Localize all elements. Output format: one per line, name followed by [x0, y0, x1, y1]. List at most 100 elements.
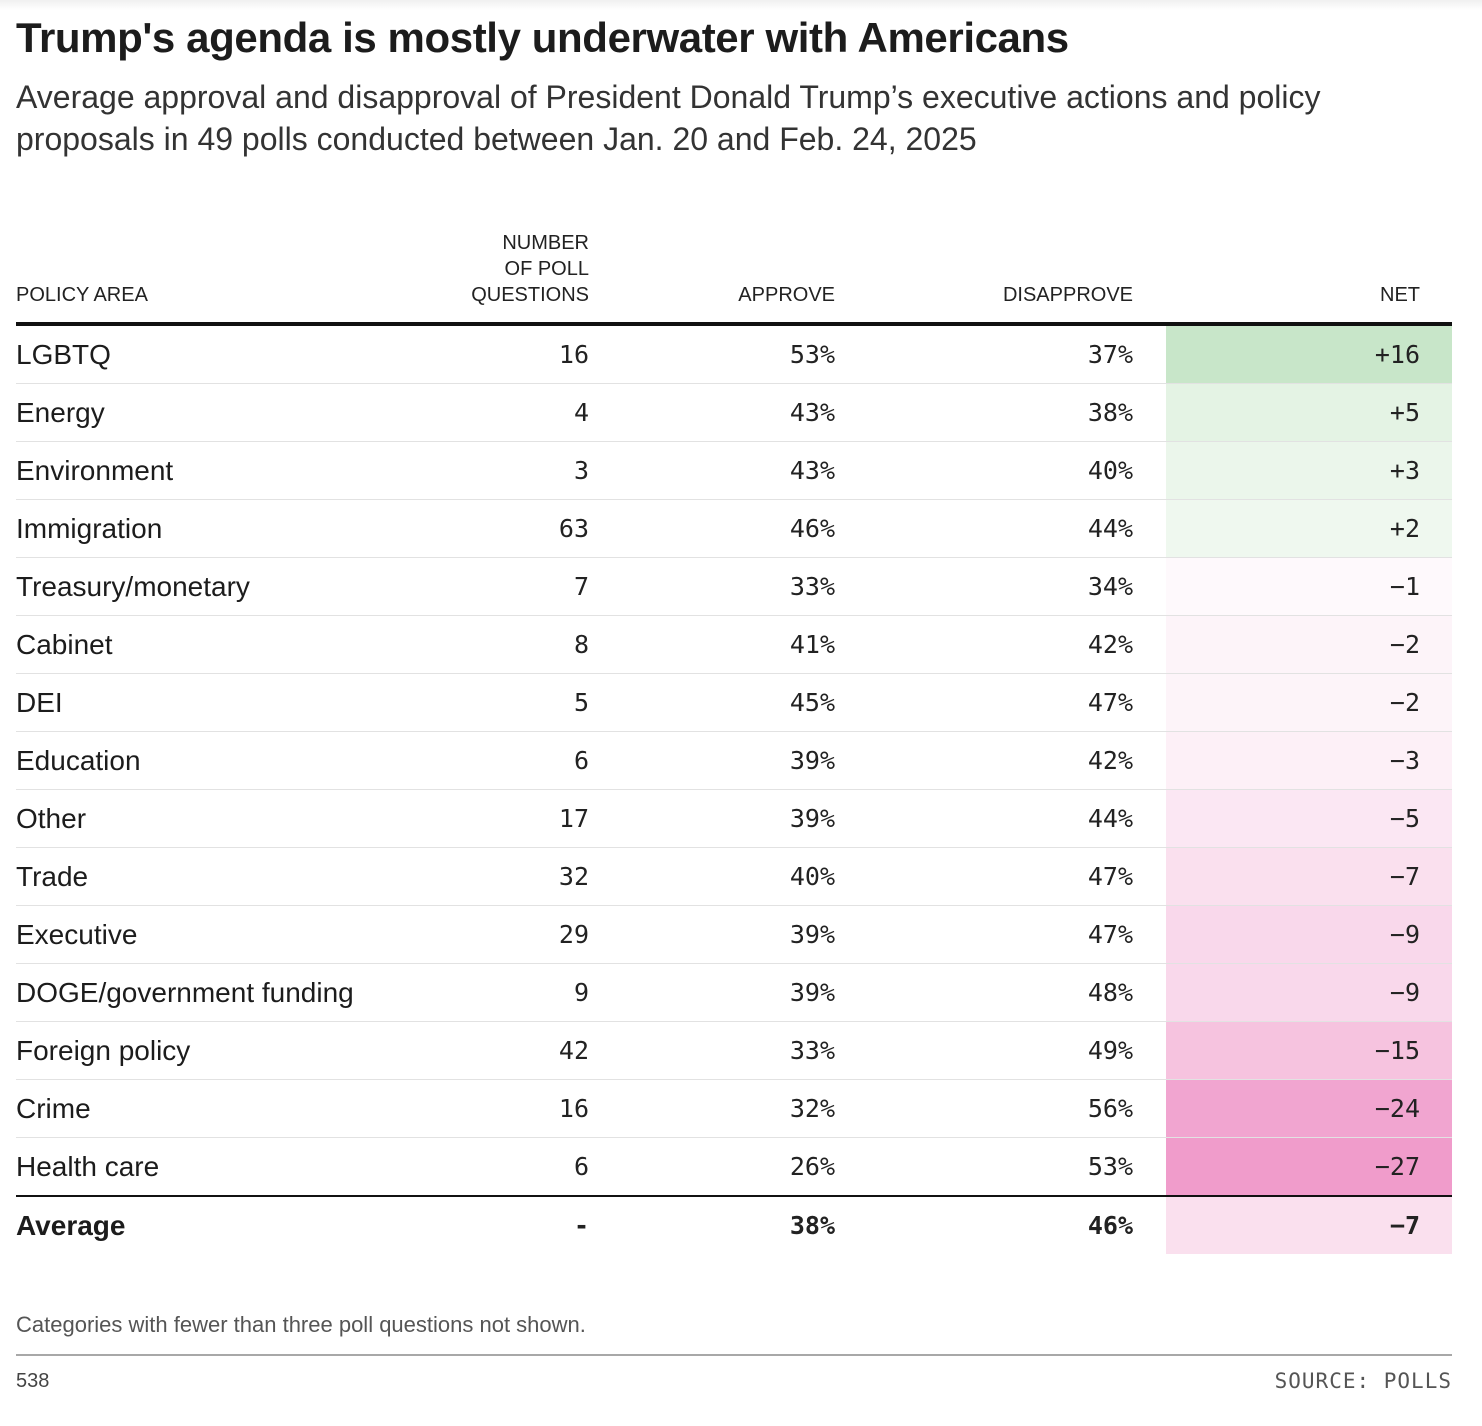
questions-cell: 42 — [406, 1021, 589, 1080]
approve-cell: 39% — [589, 789, 835, 848]
questions-cell: 32 — [406, 847, 589, 906]
spacer-cell — [1133, 383, 1166, 442]
table-row: Health care 6 26% 53% −27 — [16, 1137, 1452, 1197]
chart-subtitle: Average approval and disapproval of Pres… — [16, 79, 1321, 157]
approve-cell: 26% — [789, 1152, 835, 1181]
spacer-cell — [1133, 731, 1166, 790]
approve-cell: 40% — [589, 847, 835, 906]
questions-cell: 6 — [406, 731, 589, 790]
disapprove-cell: 56% — [835, 1079, 1133, 1138]
questions-cell: 9 — [406, 963, 589, 1022]
average-approve: 38% — [589, 1195, 835, 1254]
net-cell: −9 — [1166, 963, 1452, 1022]
policy-area-cell: Environment — [16, 441, 406, 500]
table-row: Treasury/monetary 7 33% 34% −1 — [16, 557, 1452, 616]
spacer-cell — [1133, 324, 1166, 384]
table-row: Education 6 39% 42% −3 — [16, 731, 1452, 790]
questions-cell: 16 — [406, 1079, 589, 1138]
questions-cell: 4 — [406, 383, 589, 442]
policy-area-cell: Cabinet — [16, 615, 406, 674]
approve-cell: 39% — [589, 731, 835, 790]
table-row: Foreign policy 42 33% 49% −15 — [16, 1021, 1452, 1080]
header-questions-line3: QUESTIONS — [471, 284, 589, 306]
net-cell: −3 — [1166, 731, 1452, 790]
disapprove-cell: 34% — [835, 557, 1133, 616]
table-header-row: POLICY AREA NUMBER OF POLL QUESTIONS APP… — [16, 230, 1452, 326]
disapprove-cell: 38% — [835, 383, 1133, 442]
questions-cell: 6 — [573, 1152, 589, 1181]
spacer-cell — [1133, 615, 1166, 674]
poll-table: POLICY AREA NUMBER OF POLL QUESTIONS APP… — [16, 230, 1452, 1254]
questions-cell: 63 — [406, 499, 589, 558]
spacer-cell — [1133, 673, 1166, 732]
policy-area-cell: Trade — [16, 847, 406, 906]
policy-area-cell: Executive — [16, 905, 406, 964]
disapprove-cell: 47% — [835, 673, 1133, 732]
disapprove-cell: 44% — [835, 499, 1133, 558]
source-label: SOURCE: POLLS — [1274, 1369, 1452, 1393]
table-row: Energy 4 43% 38% +5 — [16, 383, 1452, 442]
approve-cell: 39% — [589, 963, 835, 1022]
approve-cell: 53% — [589, 324, 835, 384]
net-cell: −15 — [1166, 1021, 1452, 1080]
chart-title: Trump's agenda is mostly underwater with… — [16, 14, 1069, 61]
table-row: Executive 29 39% 47% −9 — [16, 905, 1452, 964]
net-cell: −5 — [1166, 789, 1452, 848]
disapprove-cell: 40% — [835, 441, 1133, 500]
spacer-cell — [1133, 789, 1166, 848]
policy-area-cell: DEI — [16, 673, 406, 732]
approve-cell: 33% — [589, 557, 835, 616]
table-row: Immigration 63 46% 44% +2 — [16, 499, 1452, 558]
table-row: LGBTQ 16 53% 37% +16 — [16, 324, 1452, 384]
net-cell: −1 — [1166, 557, 1452, 616]
policy-area-cell: Crime — [16, 1079, 406, 1138]
net-cell: −9 — [1166, 905, 1452, 964]
spacer-cell — [1133, 1138, 1166, 1197]
average-net: −7 — [1166, 1195, 1452, 1254]
questions-cell: 8 — [406, 615, 589, 674]
approve-cell: 32% — [589, 1079, 835, 1138]
spacer-cell — [1133, 963, 1166, 1022]
footer-divider — [16, 1354, 1452, 1356]
policy-area-cell: Energy — [16, 383, 406, 442]
header-policy-area: POLICY AREA — [16, 230, 406, 326]
disapprove-cell: 49% — [835, 1021, 1133, 1080]
footnote: Categories with fewer than three poll qu… — [16, 1312, 586, 1337]
policy-area-cell: Other — [16, 789, 406, 848]
policy-area-cell: DOGE/government funding — [16, 963, 406, 1022]
disapprove-cell: 53% — [1087, 1152, 1133, 1181]
policy-area-cell: LGBTQ — [16, 324, 406, 384]
policy-area-cell: Health care — [16, 1150, 160, 1182]
questions-cell: 7 — [406, 557, 589, 616]
average-spacer — [1133, 1195, 1166, 1254]
policy-area-cell: Foreign policy — [16, 1021, 406, 1080]
average-area: Average — [16, 1195, 406, 1254]
disapprove-cell: 37% — [835, 324, 1133, 384]
table-body: LGBTQ 16 53% 37% +16 Energy 4 43% 38% +5 Environme… — [16, 324, 1452, 1196]
net-cell: +2 — [1166, 499, 1452, 558]
spacer-cell — [1133, 905, 1166, 964]
disapprove-cell: 47% — [835, 905, 1133, 964]
disapprove-cell: 42% — [835, 731, 1133, 790]
net-cell: +3 — [1166, 441, 1452, 500]
spacer-cell — [1133, 847, 1166, 906]
policy-area-cell: Education — [16, 731, 406, 790]
spacer-cell — [1133, 1021, 1166, 1080]
questions-cell: 17 — [406, 789, 589, 848]
header-spacer — [1133, 230, 1166, 326]
net-cell: −27 — [1166, 1137, 1452, 1196]
questions-cell: 5 — [406, 673, 589, 732]
average-row: Average - 38% 46% −7 — [16, 1195, 1452, 1254]
net-cell: −7 — [1166, 847, 1452, 906]
net-cell: −2 — [1166, 673, 1452, 732]
approve-cell: 41% — [589, 615, 835, 674]
table-row: Trade 32 40% 47% −7 — [16, 847, 1452, 906]
header-questions-line2: OF POLL — [504, 258, 589, 280]
disapprove-cell: 42% — [835, 615, 1133, 674]
spacer-cell — [1133, 441, 1166, 500]
table-row: Other 17 39% 44% −5 — [16, 789, 1452, 848]
spacer-cell — [1133, 499, 1166, 558]
header-questions: NUMBER OF POLL QUESTIONS — [406, 230, 589, 326]
brand-label: 538 — [16, 1370, 50, 1392]
questions-cell: 29 — [406, 905, 589, 964]
